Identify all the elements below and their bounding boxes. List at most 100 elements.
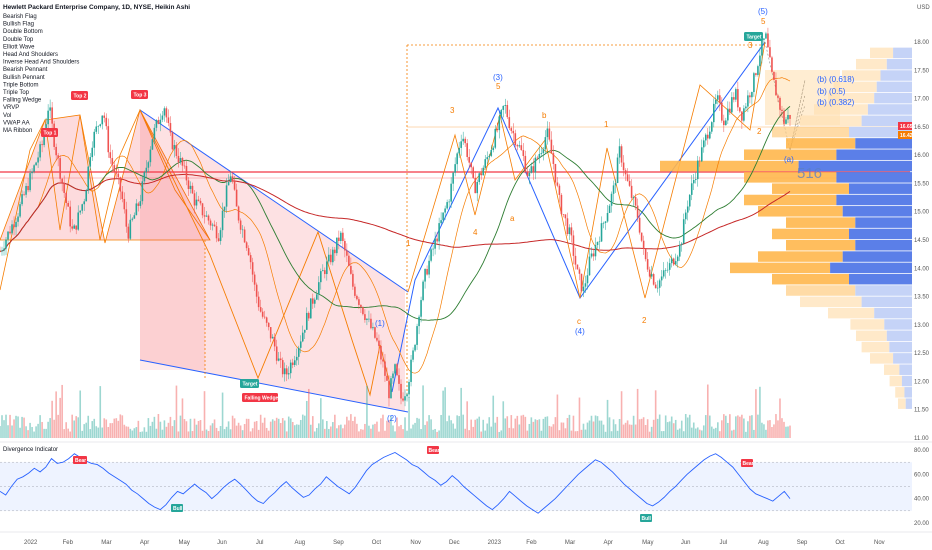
candle-body	[161, 115, 164, 120]
candle-body	[530, 166, 533, 173]
candle-body	[271, 336, 274, 339]
price-tick: 13.00	[914, 323, 930, 329]
volume-bar	[759, 386, 761, 438]
candle-body	[723, 120, 725, 126]
candle-body	[93, 131, 96, 148]
candle-body	[468, 157, 470, 163]
wave-or-5: 5	[496, 82, 501, 91]
indicator-bearish-pennant[interactable]: Bearish Pennant	[3, 67, 48, 73]
volume-bar	[751, 415, 753, 438]
candle-body	[3, 248, 5, 251]
candle-body	[21, 194, 23, 205]
volume-bar	[414, 422, 416, 438]
volume-bar	[257, 429, 260, 438]
candle-body	[600, 223, 603, 242]
volume-bar	[666, 422, 669, 438]
volume-bar	[107, 426, 110, 438]
volume-bar	[121, 415, 124, 438]
candle-body	[472, 167, 474, 178]
profile-bar-up	[744, 194, 837, 206]
div-bull-tag-2	[640, 514, 652, 522]
indicator-triple-bottom[interactable]: Triple Bottom	[3, 82, 38, 88]
candle-body	[737, 89, 739, 108]
indicator-vrvp[interactable]: VRVP	[3, 105, 19, 111]
profile-bar-down	[874, 92, 912, 104]
fib-05: (b) (0.5)	[817, 87, 846, 96]
candle-body	[674, 261, 677, 265]
candle-body	[434, 238, 436, 249]
indicator-bearish-flag[interactable]: Bearish Flag	[3, 14, 37, 20]
candle-body	[41, 144, 43, 146]
volume-bar	[283, 420, 286, 438]
candle-body	[55, 146, 57, 156]
indicator-inverse-head-and-shoulders[interactable]: Inverse Head And Shoulders	[3, 60, 79, 66]
candle-body	[59, 158, 61, 179]
candle-body	[313, 299, 316, 304]
volume-bar	[392, 425, 394, 438]
indicator-elliott-wave[interactable]: Elliott Wave	[3, 44, 35, 50]
indicator-triple-top[interactable]: Triple Top	[3, 90, 30, 96]
candle-body	[686, 206, 689, 213]
volume-bar	[285, 431, 288, 438]
divergence-pane: Divergence Indicator	[0, 441, 932, 511]
volume-bar	[55, 391, 57, 438]
time-tick: Sep	[797, 540, 808, 546]
volume-bar	[105, 419, 108, 438]
volume-bar	[588, 420, 591, 438]
volume-bar	[458, 416, 460, 438]
indicator-vol[interactable]: Vol	[3, 113, 11, 119]
indicator-ma-ribbon[interactable]: MA Ribbon	[3, 128, 32, 134]
candle-body	[291, 362, 294, 365]
indicator-bullish-flag[interactable]: Bullish Flag	[3, 22, 34, 28]
candle-body	[364, 314, 366, 320]
candle-body	[227, 182, 230, 186]
volume-bar	[534, 419, 537, 438]
price-tick: 12.50	[914, 351, 930, 357]
candle-body	[275, 346, 278, 361]
indicator-bullish-pennant[interactable]: Bullish Pennant	[3, 75, 45, 81]
volume-bar	[390, 416, 392, 438]
candle-body	[713, 103, 715, 123]
profile-bar-down	[855, 239, 912, 251]
profile-bar-up	[861, 341, 890, 353]
indicator-vwap-aa[interactable]: VWAP AA	[3, 120, 30, 126]
profile-bar-down	[876, 81, 912, 93]
volume-bar	[11, 425, 13, 438]
volume-bar	[303, 415, 306, 438]
volume-bar	[546, 416, 549, 438]
price-tick: 17.00	[914, 97, 930, 103]
candle-body	[410, 359, 412, 382]
candle-body	[588, 256, 591, 276]
top2-tag	[71, 91, 88, 100]
candle-body	[568, 227, 571, 235]
volume-bar	[664, 415, 667, 438]
candle-body	[490, 150, 493, 156]
volume-bar	[73, 420, 75, 438]
indicator-falling-wedge[interactable]: Falling Wedge	[3, 98, 42, 104]
profile-bar-up	[786, 239, 856, 251]
div-bear-label-3: Bear	[743, 461, 754, 467]
candle-body	[634, 197, 637, 206]
candle-body	[318, 282, 320, 295]
volume-bar	[700, 430, 703, 438]
volume-bar	[719, 431, 721, 438]
candle-body	[620, 146, 623, 163]
indicator-double-top[interactable]: Double Top	[3, 37, 34, 43]
candle-body	[785, 119, 787, 124]
indicator-double-bottom[interactable]: Double Bottom	[3, 29, 43, 35]
volume-bar	[311, 416, 314, 438]
indicator-head-and-shoulders[interactable]: Head And Shoulders	[3, 52, 58, 58]
top1-label: Top 1	[44, 131, 57, 137]
div-bull-label-1: Bull	[173, 506, 183, 512]
candle-body	[759, 55, 761, 67]
profile-bar-down	[886, 58, 912, 70]
time-tick: Oct	[835, 540, 845, 546]
volume-bar	[406, 430, 408, 438]
volume-bar	[656, 418, 659, 438]
candle-body	[51, 107, 53, 124]
volume-bar	[247, 418, 250, 438]
candle-body	[761, 39, 763, 56]
candle-body	[765, 33, 767, 39]
